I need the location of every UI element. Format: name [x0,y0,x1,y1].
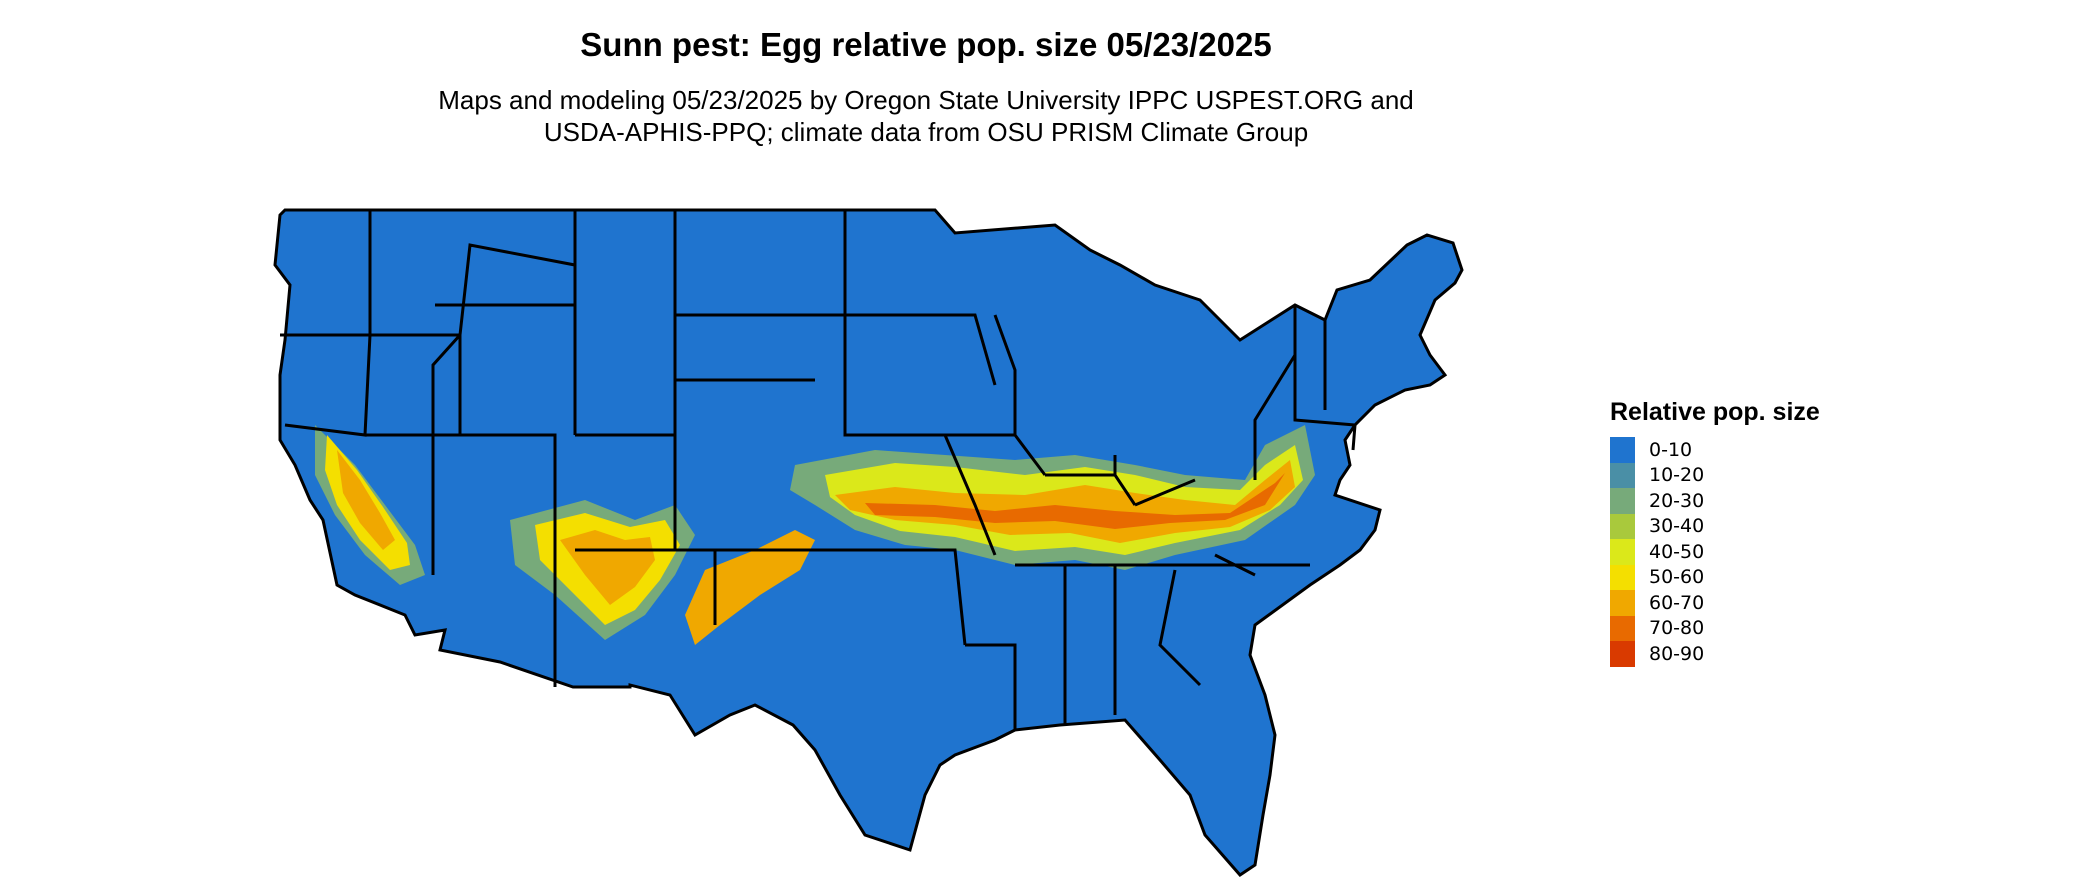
legend-label: 40-50 [1649,540,1705,563]
hotspot-central-band-core [865,473,1285,529]
legend-item: 40-50 [1610,539,1820,565]
legend-title: Relative pop. size [1610,398,1820,426]
legend-label: 0-10 [1649,438,1693,461]
legend-swatch [1610,564,1635,590]
us-outline [273,208,1464,877]
state-border-lines [280,210,1357,730]
hotspot-texas-panhandle [685,530,815,645]
legend-label: 30-40 [1649,515,1705,538]
legend-swatch [1610,513,1635,539]
hotspot-california-high [337,450,395,550]
legend-swatch [1610,615,1635,641]
subtitle-line-1: Maps and modeling 05/23/2025 by Oregon S… [438,85,1414,115]
legend-label: 10-20 [1649,464,1705,487]
legend-label: 70-80 [1649,617,1705,640]
legend-item: 10-20 [1610,462,1820,488]
legend-swatch [1610,437,1635,463]
map-title: Sunn pest: Egg relative pop. size 05/23/… [580,26,1272,63]
legend-swatch [1610,462,1635,488]
legend-label: 20-30 [1649,489,1705,512]
us-landmass [273,208,1464,877]
state-borders [280,210,1357,730]
us-heat-map [273,208,1464,877]
legend-swatch [1610,641,1635,667]
legend-label: 80-90 [1649,642,1705,665]
pest-hotspots [315,425,1315,645]
legend-item: 80-90 [1610,641,1820,667]
legend-item: 50-60 [1610,564,1820,590]
legend-item: 0-10 [1610,437,1820,463]
legend-items: 0-10 10-20 20-30 30-40 40-50 50-60 60-70 [1610,437,1820,667]
subtitle-line-2: USDA-APHIS-PPQ; climate data from OSU PR… [543,117,1309,147]
legend: Relative pop. size 0-10 10-20 20-30 30-4… [1610,398,1820,667]
map-subtitle: Maps and modeling 05/23/2025 by Oregon S… [0,84,1852,148]
legend-item: 20-30 [1610,488,1820,514]
legend-swatch [1610,590,1635,616]
legend-item: 70-80 [1610,615,1820,641]
legend-item: 30-40 [1610,513,1820,539]
legend-item: 60-70 [1610,590,1820,616]
legend-swatch [1610,539,1635,565]
legend-swatch [1610,488,1635,514]
legend-label: 60-70 [1649,591,1705,614]
legend-label: 50-60 [1649,566,1705,589]
